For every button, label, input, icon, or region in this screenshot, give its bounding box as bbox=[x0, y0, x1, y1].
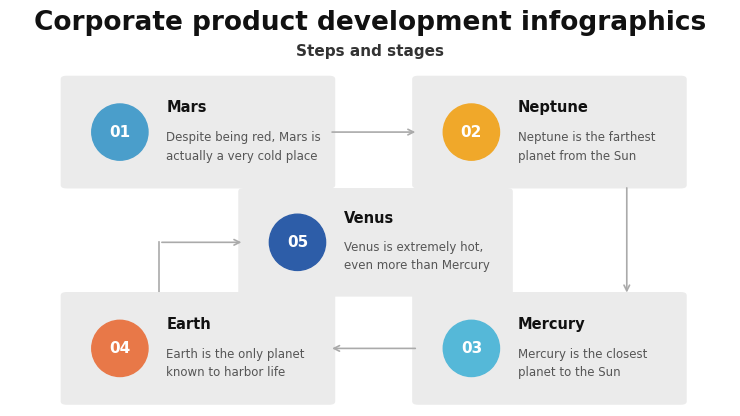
Text: Despite being red, Mars is
actually a very cold place: Despite being red, Mars is actually a ve… bbox=[166, 131, 321, 163]
Text: 04: 04 bbox=[110, 341, 130, 356]
FancyBboxPatch shape bbox=[238, 188, 513, 297]
Text: Earth is the only planet
known to harbor life: Earth is the only planet known to harbor… bbox=[166, 347, 305, 379]
FancyBboxPatch shape bbox=[61, 76, 335, 188]
Text: Earth: Earth bbox=[166, 317, 211, 332]
Ellipse shape bbox=[92, 104, 148, 160]
Text: Mercury: Mercury bbox=[518, 317, 585, 332]
Text: Venus is extremely hot,
even more than Mercury: Venus is extremely hot, even more than M… bbox=[344, 241, 490, 272]
Text: Neptune: Neptune bbox=[518, 100, 589, 115]
Text: 05: 05 bbox=[287, 235, 308, 250]
Text: Mars: Mars bbox=[166, 100, 207, 115]
FancyBboxPatch shape bbox=[61, 292, 335, 405]
Text: Corporate product development infographics: Corporate product development infographi… bbox=[34, 10, 706, 37]
Ellipse shape bbox=[269, 214, 326, 270]
Text: Neptune is the farthest
planet from the Sun: Neptune is the farthest planet from the … bbox=[518, 131, 656, 163]
Text: Venus: Venus bbox=[344, 211, 394, 226]
Ellipse shape bbox=[92, 320, 148, 376]
Text: Mercury is the closest
planet to the Sun: Mercury is the closest planet to the Sun bbox=[518, 347, 648, 379]
Ellipse shape bbox=[443, 320, 500, 376]
Text: 02: 02 bbox=[461, 124, 482, 140]
Ellipse shape bbox=[443, 104, 500, 160]
Text: 01: 01 bbox=[110, 124, 130, 140]
FancyBboxPatch shape bbox=[412, 292, 687, 405]
Text: Steps and stages: Steps and stages bbox=[296, 44, 444, 59]
Text: 03: 03 bbox=[461, 341, 482, 356]
FancyBboxPatch shape bbox=[412, 76, 687, 188]
